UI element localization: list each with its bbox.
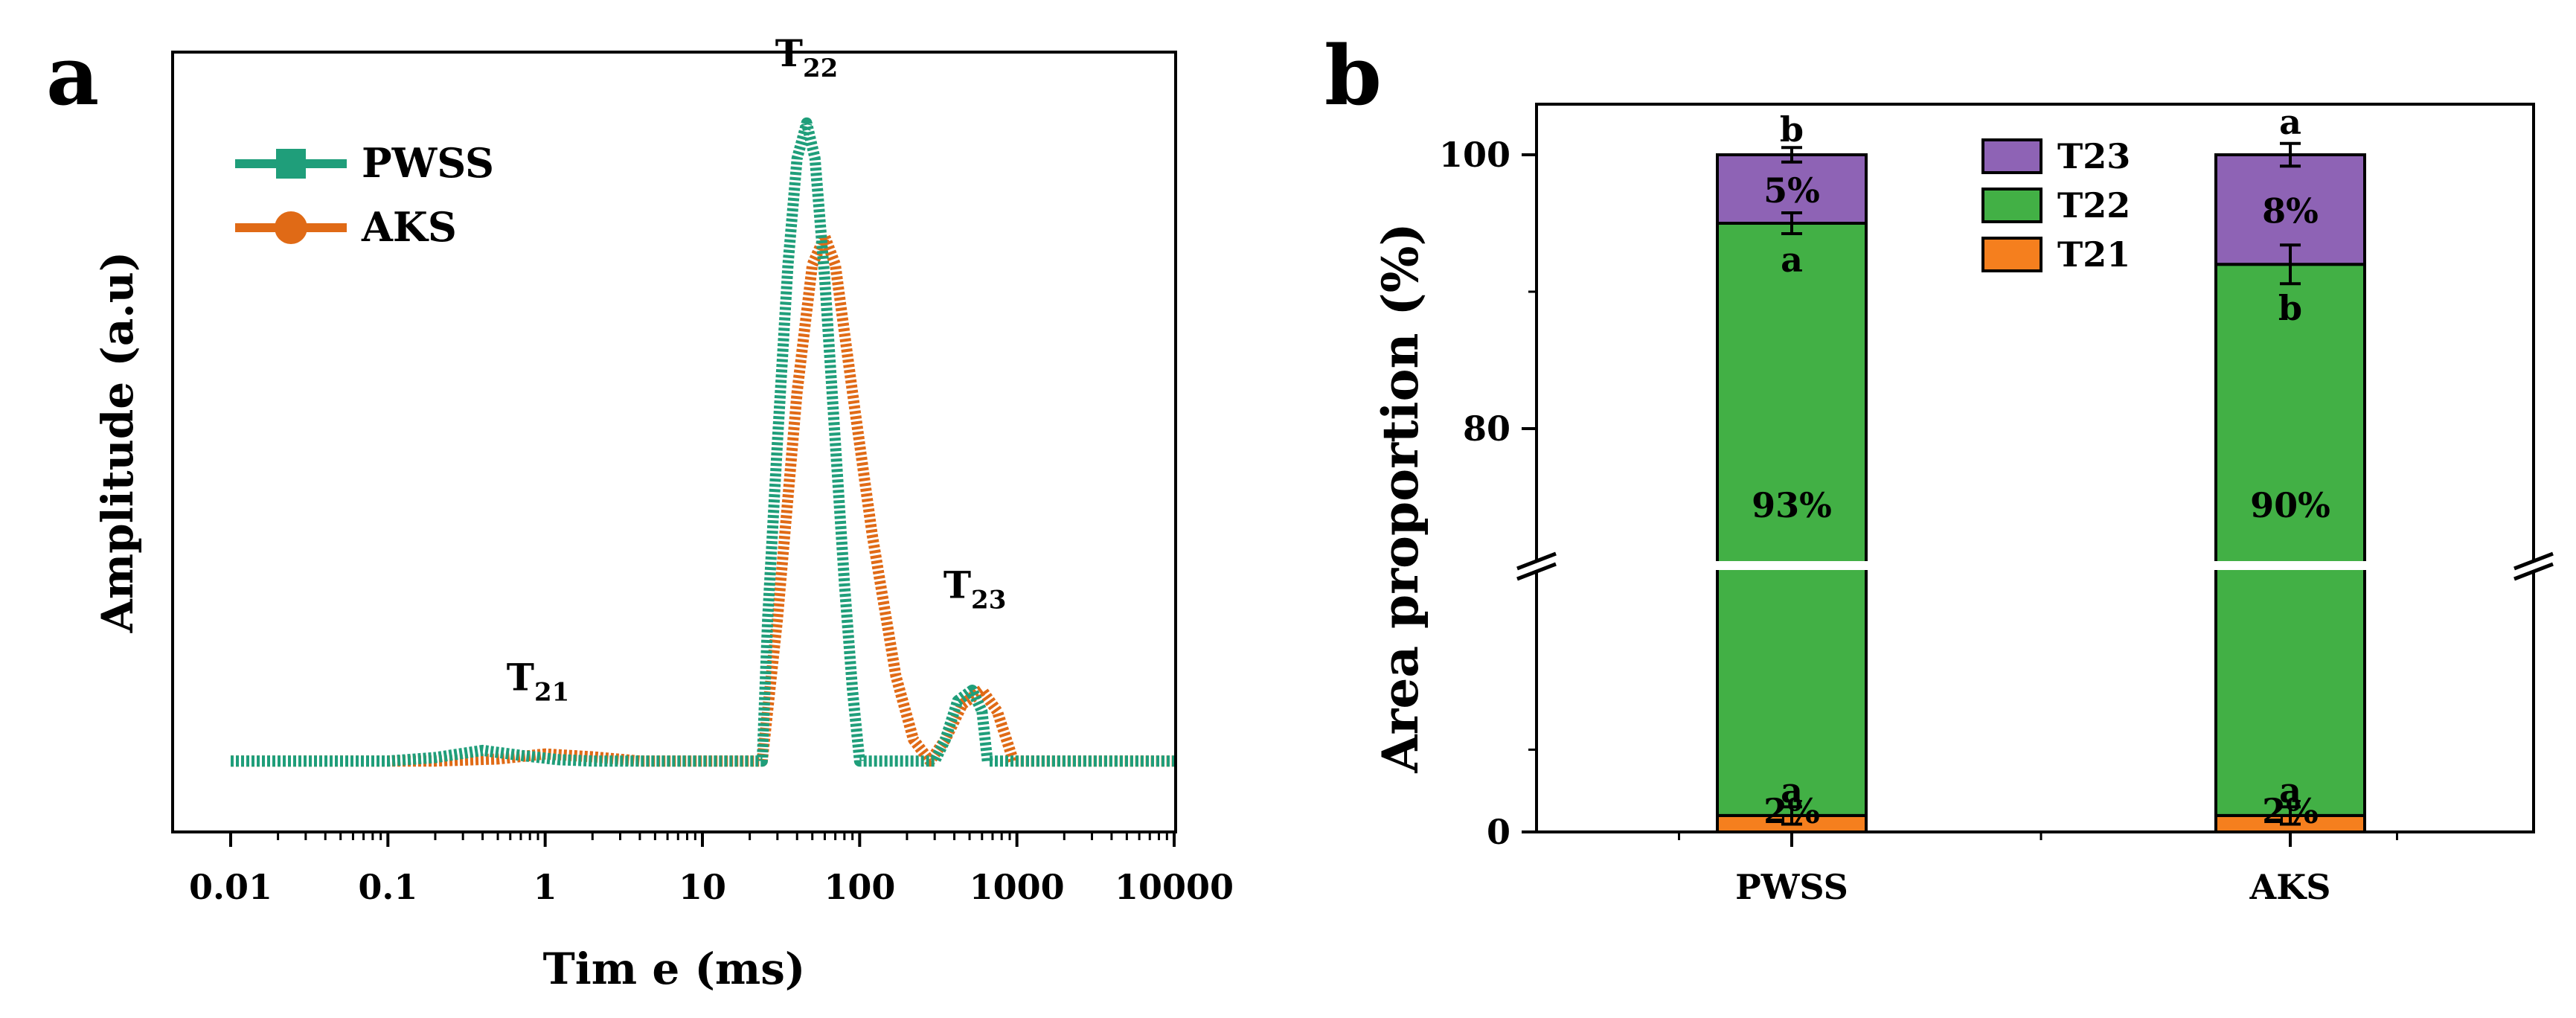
significance-letter: a xyxy=(2279,770,2301,810)
legend-label-pwss: PWSS xyxy=(362,139,494,187)
stacked-bar-chart-panel: 0 80 100 Area proportion (%) 2% 93% 5% a a b PWSS 2… xyxy=(1371,102,2563,907)
y-tick-label: 0 xyxy=(1487,812,1510,852)
x-axis-title: Tim e (ms) xyxy=(543,944,806,994)
legend-label-t23: T23 xyxy=(2057,136,2130,176)
x-tick-label: 0.1 xyxy=(358,867,417,907)
y-axis-title: Amplitude (a.u) xyxy=(92,252,143,633)
plot-frame xyxy=(1535,103,2535,833)
x-tick-label: 10000 xyxy=(1115,867,1234,907)
x-tick-label: 100 xyxy=(824,867,895,907)
x-tick-label: 1000 xyxy=(970,867,1065,907)
peak-label-t23: T23 xyxy=(943,563,1007,615)
x-tick-label: 10 xyxy=(679,867,726,907)
plot-frame xyxy=(171,51,1177,833)
y-tick-label: 100 xyxy=(1439,135,1510,175)
significance-letter: a xyxy=(1781,240,1803,280)
segment-percent-label: 5% xyxy=(1763,170,1820,211)
significance-letter: b xyxy=(2278,288,2302,328)
peak-label-t22: T22 xyxy=(775,31,839,83)
legend-square-marker xyxy=(276,149,306,179)
panel-label-a: a xyxy=(46,28,99,124)
segment-percent-label: 2% xyxy=(1763,791,1820,831)
segment-percent-label: 90% xyxy=(2250,485,2330,525)
axis-break-mark xyxy=(2513,562,2554,581)
series-line-aks xyxy=(231,231,1174,767)
segment-percent-label: 93% xyxy=(1752,485,1832,525)
x-tick-label: 0.01 xyxy=(189,867,272,907)
line-chart-panel: 0.01 0.1 1 10 100 1000 10000 Tim e (ms) Amplitud… xyxy=(92,31,1234,994)
legend-swatch-t21 xyxy=(1981,237,2042,272)
bar-segment-t22 xyxy=(2214,263,2366,817)
segment-percent-label: 2% xyxy=(2262,791,2319,831)
x-tick-label: PWSS xyxy=(1735,867,1848,907)
legend-label-t22: T22 xyxy=(2057,185,2130,225)
segment-percent-label: 8% xyxy=(2262,191,2319,231)
y-axis-title: Area proportion (%) xyxy=(1371,223,1429,773)
significance-letter: a xyxy=(2279,102,2301,142)
axis-break-mark xyxy=(1516,551,1557,571)
significance-letter: a xyxy=(1781,770,1803,810)
legend-swatch-t22 xyxy=(1981,188,2042,223)
x-tick-label: AKS xyxy=(2249,867,2331,907)
legend-label-t21: T21 xyxy=(2057,234,2130,275)
axis-break-mark xyxy=(1516,562,1557,581)
significance-letter: b xyxy=(1780,109,1804,150)
y-tick-label: 80 xyxy=(1463,409,1510,449)
peak-label-t21: T21 xyxy=(507,655,570,707)
axis-break-gap xyxy=(1507,561,2563,570)
legend-circle-marker xyxy=(275,211,307,244)
legend-label-aks: AKS xyxy=(361,203,457,251)
panel-label-b: b xyxy=(1324,28,1382,124)
legend-swatch-t23 xyxy=(1981,138,2042,174)
axis-break-mark xyxy=(2513,551,2554,571)
x-tick-label: 1 xyxy=(534,867,557,907)
